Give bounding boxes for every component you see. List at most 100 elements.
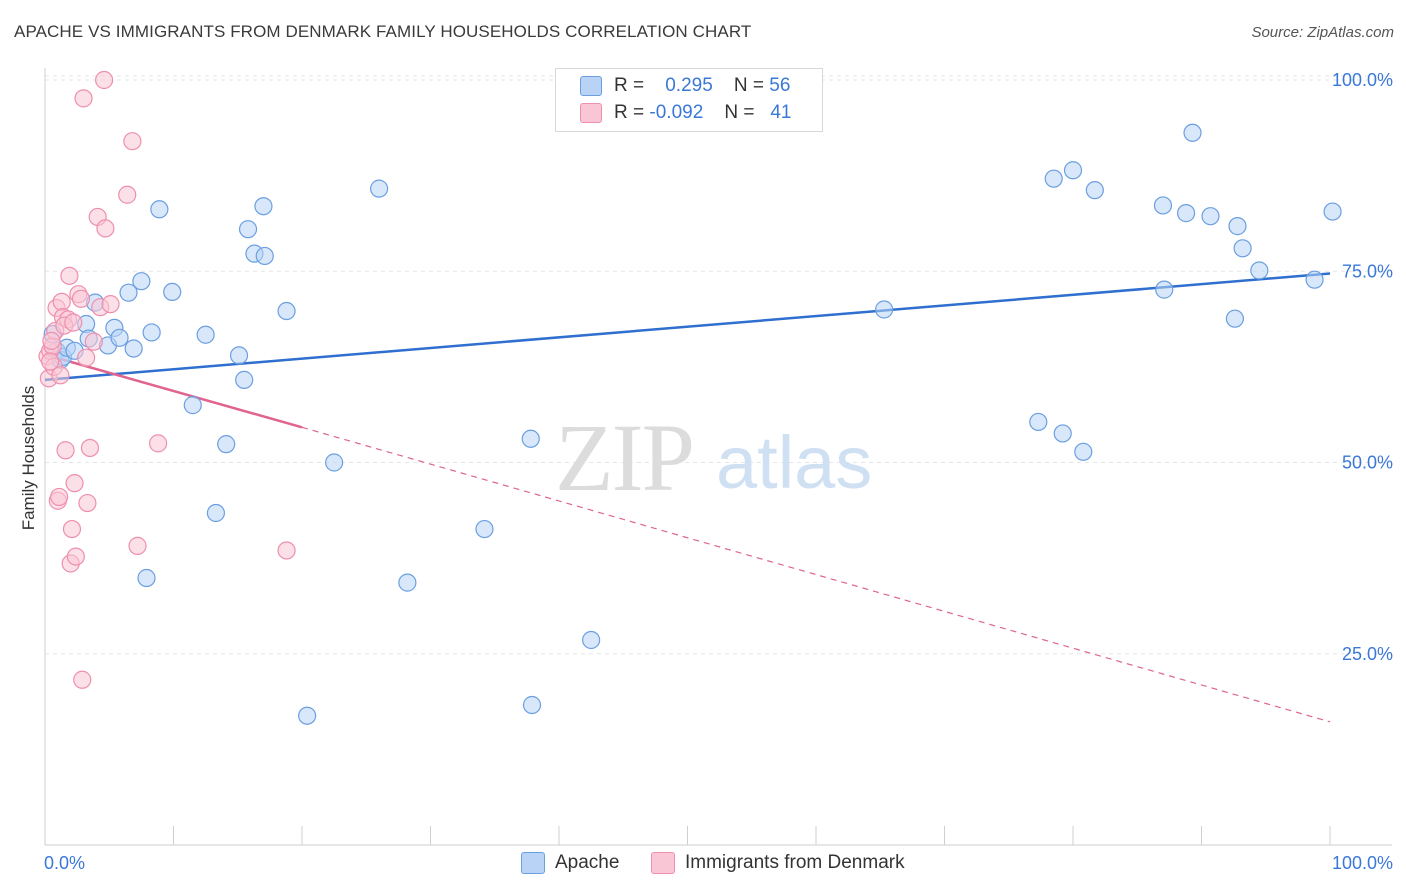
legend-r-label: R = [614, 102, 645, 123]
bottom-legend-swatch-apache [521, 852, 545, 874]
apache-point [277, 301, 296, 321]
apache-point [398, 573, 417, 592]
denmark-point [77, 348, 96, 367]
denmark-trend-line-extension [301, 426, 1331, 723]
apache-point [229, 346, 249, 365]
legend-swatch-apache [580, 75, 602, 96]
denmark-point [118, 185, 137, 204]
grid-layer [45, 75, 1392, 655]
apache-point [235, 370, 254, 389]
denmark-point [64, 313, 83, 332]
apache-point [206, 503, 226, 523]
apache-point [1074, 442, 1093, 461]
denmark-point [60, 266, 79, 285]
y-axis-label: Family Households [19, 386, 38, 531]
denmark-point [66, 547, 85, 566]
apache-point [124, 339, 143, 358]
x-tick-label-start: 0.0% [44, 853, 85, 873]
denmark-point [101, 295, 120, 314]
apache-point [1155, 280, 1174, 299]
legend-row-apache: R = 0.295 N = 56 [580, 75, 790, 99]
denmark-point [73, 670, 92, 689]
watermark-atlas: atlas [716, 421, 872, 504]
apache-point [142, 323, 161, 342]
trend-lines [44, 272, 1331, 723]
denmark-point [71, 289, 91, 308]
apache-point [132, 272, 151, 291]
bottom-legend-label-denmark: Immigrants from Denmark [685, 852, 905, 874]
denmark-point [56, 441, 75, 460]
denmark-point [62, 519, 82, 539]
apache-point [1085, 181, 1104, 200]
y-tick-label: 25.0% [1342, 644, 1393, 664]
legend-row-denmark: R = -0.092 N = 41 [580, 102, 791, 126]
legend-n-apache: 56 [769, 75, 791, 96]
bottom-legend-denmark[interactable]: Immigrants from Denmark [651, 852, 905, 874]
denmark-point [96, 219, 115, 238]
denmark-point [80, 438, 100, 458]
denmark-point [51, 366, 70, 385]
apache-point [582, 630, 601, 650]
denmark-point [74, 89, 93, 108]
apache-point [196, 325, 215, 344]
legend-r-denmark: -0.092 [649, 102, 704, 123]
apache-point [325, 453, 344, 472]
apache-point [1029, 412, 1048, 432]
apache-point [1201, 207, 1220, 226]
apache-point [521, 429, 540, 448]
watermark-zip: ZIP [555, 404, 693, 511]
apache-point [1225, 309, 1245, 328]
legend-r-label: R = [614, 75, 645, 96]
apache-point [1176, 204, 1196, 223]
bottom-legend-apache[interactable]: Apache [521, 852, 619, 874]
chart-title: APACHE VS IMMIGRANTS FROM DENMARK FAMILY… [14, 22, 752, 41]
apache-point [110, 328, 129, 347]
apache-point [1323, 202, 1342, 221]
x-tick-label-end: 100.0% [1332, 853, 1393, 873]
apache-point [298, 706, 317, 725]
apache-point [875, 300, 894, 319]
apache-point [254, 197, 273, 216]
apache-point [238, 220, 258, 239]
axes-layer [44, 68, 1392, 846]
apache-point [217, 435, 236, 454]
legend-r-apache: 0.295 [665, 75, 713, 96]
denmark-point [42, 331, 61, 350]
denmark-point [148, 434, 168, 453]
legend-n-label: N = [733, 75, 765, 96]
denmark-point [128, 536, 147, 555]
denmark-trend-line [44, 353, 303, 429]
apache-point [255, 246, 274, 266]
watermark: ZIP atlas [555, 404, 872, 511]
denmark-point [84, 332, 103, 351]
data-points [38, 70, 1342, 725]
legend-n-label: N = [724, 102, 755, 123]
denmark-point [50, 487, 69, 507]
legend-n-denmark: 41 [770, 102, 792, 123]
apache-point [1183, 123, 1202, 142]
bottom-legend-label-apache: Apache [555, 852, 620, 874]
apache-point [150, 200, 169, 219]
denmark-point [78, 493, 97, 513]
apache-point [522, 695, 542, 715]
denmark-point [41, 352, 60, 371]
apache-point [1305, 270, 1324, 289]
denmark-point [52, 292, 71, 311]
bottom-legend-swatch-denmark [651, 852, 675, 874]
denmark-point [95, 70, 114, 90]
apache-point [1153, 196, 1173, 215]
apache-point [1233, 239, 1252, 258]
denmark-point [277, 541, 296, 560]
denmark-point [65, 474, 84, 493]
y-tick-label: 100.0% [1332, 70, 1393, 90]
denmark-point [123, 132, 142, 151]
apache-point [1044, 169, 1063, 188]
apache-point [1063, 161, 1083, 180]
legend-swatch-denmark [580, 102, 602, 123]
tick-labels: 25.0% 50.0% 75.0% 100.0% 0.0% 100.0% [44, 70, 1393, 873]
apache-point [163, 282, 182, 302]
apache-point [1228, 217, 1247, 236]
apache-point [119, 283, 138, 302]
apache-trend-line [44, 272, 1331, 382]
